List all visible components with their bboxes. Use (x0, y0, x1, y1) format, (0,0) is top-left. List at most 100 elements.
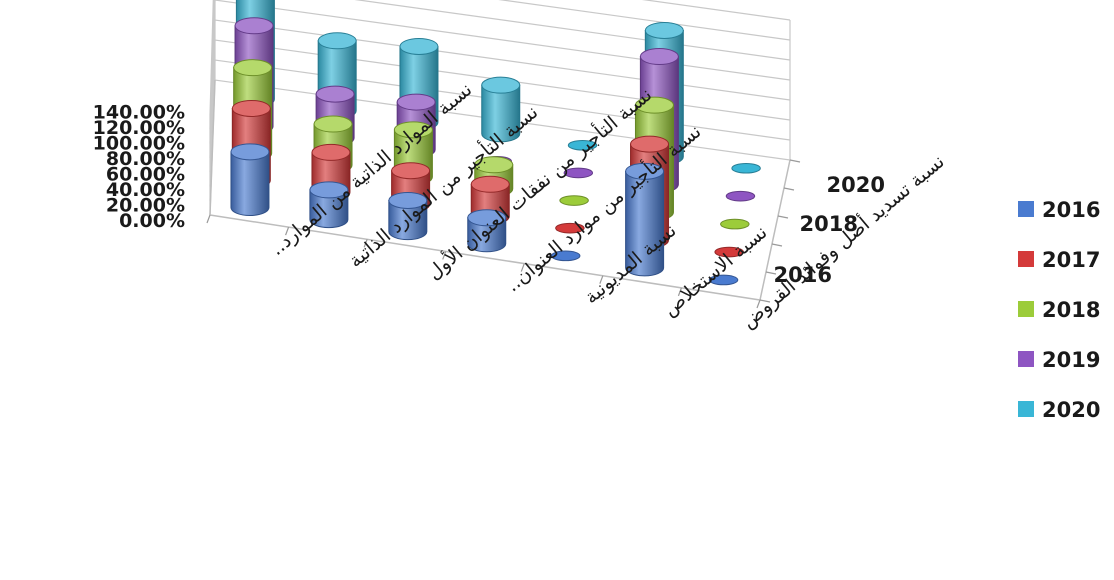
depth-tick (771, 243, 783, 247)
depth-axis-labels: 2020 2018 2016 (774, 173, 885, 287)
bar-2016-5 (625, 162, 665, 277)
bar-cap (567, 139, 598, 151)
category-labels: نسبة الموارد الذاتية من الموارد..نسبة ال… (266, 78, 949, 332)
legend-swatch (1018, 351, 1034, 367)
category-tick (442, 251, 447, 260)
bar-cap (231, 99, 271, 117)
bar-cap (725, 190, 756, 202)
y-tick-label: 20.00% (106, 195, 185, 217)
bar-cap (555, 222, 585, 234)
bar-cap (388, 191, 428, 209)
bar-2020-6 (731, 162, 761, 174)
bar-cap (550, 250, 581, 262)
category-tick (285, 226, 290, 236)
y-tick-label: 60.00% (106, 164, 185, 186)
depth-tick (783, 187, 795, 191)
legend: 2016 2017 2018 2019 2020 (1018, 198, 1100, 422)
category-tick (756, 299, 761, 309)
bar-cap (731, 162, 761, 174)
bar-2017-6 (714, 246, 744, 258)
legend-item-2016: 2016 (1018, 198, 1100, 222)
bar-cap (644, 21, 684, 39)
y-tick-label: 120.00% (93, 117, 185, 139)
bar-cap (639, 48, 679, 66)
y-tick-label: 80.00% (106, 148, 185, 170)
bar-body (467, 217, 507, 253)
bar-2016-0 (230, 143, 270, 217)
bar-cap (563, 167, 594, 179)
bar-2020-4 (567, 139, 598, 151)
bar-2018-6 (720, 218, 750, 230)
bar-body (388, 199, 428, 241)
category-tick (677, 287, 682, 297)
y-tick-label: 0.00% (119, 210, 185, 232)
depth-tick (765, 271, 777, 275)
bar-cap (315, 85, 355, 103)
bar-2016-1 (309, 181, 349, 229)
depth-tick (777, 215, 789, 219)
legend-swatch (1018, 301, 1034, 317)
legend-label: 2017 (1042, 248, 1100, 272)
legend-swatch (1018, 401, 1034, 417)
bar-cap (481, 76, 521, 94)
depth-label-2018: 2018 (800, 212, 858, 236)
bar-2016-3 (467, 209, 507, 253)
bar-2019-4 (563, 167, 594, 179)
legend-item-2017: 2017 (1018, 248, 1100, 272)
category-tick (206, 214, 211, 224)
bar-cap (234, 17, 274, 35)
bar-cap (311, 143, 351, 161)
bar-cap (317, 32, 357, 50)
bar-2020-3 (481, 76, 521, 143)
bar-2016-4 (550, 250, 581, 262)
legend-swatch (1018, 251, 1034, 267)
bar-cap (399, 37, 439, 55)
category-tick (520, 263, 525, 272)
y-tick-label: 40.00% (106, 179, 185, 201)
legend-label: 2018 (1042, 298, 1100, 322)
legend-item-2018: 2018 (1018, 298, 1100, 322)
category-tick (599, 275, 604, 284)
bar-cap (708, 274, 739, 286)
bar-cap (393, 121, 433, 139)
bar-cap (470, 175, 510, 193)
gridline (209, 0, 791, 116)
legend-item-2020: 2020 (1018, 398, 1100, 422)
y-axis-labels: 0.00%20.00%40.00%60.00%80.00%100.00%120.… (93, 102, 185, 232)
category-tick (363, 239, 368, 248)
bar-2016-2 (388, 191, 428, 241)
depth-label-2020: 2020 (827, 173, 885, 197)
legend-label: 2019 (1042, 348, 1100, 372)
depth-tick (789, 159, 801, 163)
depth-label-2016: 2016 (774, 263, 832, 287)
bar-2018-4 (559, 195, 589, 206)
bar-cap (467, 209, 507, 227)
grid (206, 0, 801, 309)
y-tick-label: 140.00% (93, 102, 185, 124)
bar-body (230, 151, 270, 217)
legend-label: 2016 (1042, 198, 1100, 222)
bar-2016-6 (708, 274, 739, 286)
bar-cap (630, 135, 670, 153)
bar-cap (714, 246, 744, 258)
bar-body (481, 84, 521, 143)
y-tick-label: 100.00% (93, 133, 185, 155)
bar-2019-6 (725, 190, 756, 202)
legend-label: 2020 (1042, 398, 1100, 422)
bar-cap (625, 162, 665, 180)
legend-item-2019: 2019 (1018, 348, 1100, 372)
bar-body (625, 170, 665, 277)
bar-cap (720, 218, 750, 230)
bar-cap (559, 195, 589, 206)
bar-cap (396, 93, 436, 111)
bars (230, 0, 761, 286)
bar-2017-4 (555, 222, 585, 234)
floor-edge (209, 79, 216, 216)
depth-tick (759, 299, 771, 303)
bar-cap (391, 162, 431, 180)
bar-cap (309, 181, 349, 199)
bar-cap (634, 96, 674, 114)
bar-cap (474, 156, 514, 174)
bar-body (309, 189, 349, 229)
